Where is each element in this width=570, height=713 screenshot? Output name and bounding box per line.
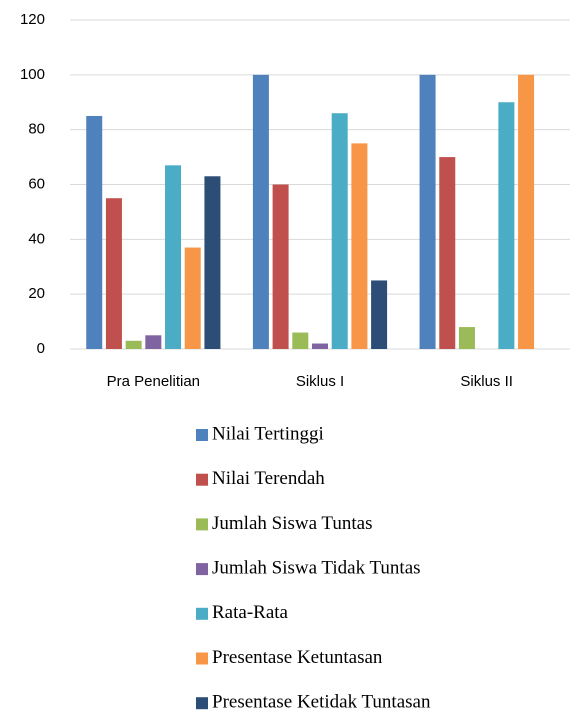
legend-label: Jumlah Siswa Tidak Tuntas [212,557,421,578]
bar [419,74,436,349]
legend-label: Nilai Tertinggi [212,423,324,444]
y-tick-label: 40 [28,230,45,247]
x-tick-label: Siklus II [460,373,513,390]
y-tick-label: 20 [28,285,45,302]
x-tick-label: Siklus I [296,373,344,390]
y-tick-label: 80 [28,121,45,138]
bar [184,247,201,349]
bar [165,165,182,349]
y-tick-label: 0 [37,340,45,357]
legend-label: Presentase Ketidak Tuntasan [212,692,431,713]
legend-label: Rata-Rata [212,602,289,623]
bar [498,102,515,349]
bar [125,340,142,349]
bar [371,280,388,349]
legend-label: Nilai Terendah [212,468,325,489]
bar [458,327,475,349]
y-tick-label: 120 [20,11,45,28]
legend-swatch [196,652,208,665]
legend-label: Presentase Ketuntasan [212,647,383,668]
bar [252,74,269,349]
legend-swatch [196,518,208,531]
legend-swatch [196,697,208,710]
bar [292,332,309,349]
legend-swatch [196,473,208,486]
legend-label: Jumlah Siswa Tuntas [212,513,372,534]
x-tick-label: Pra Penelitian [107,373,200,390]
bar [312,343,328,349]
bar [351,143,368,349]
legend-swatch [196,429,208,441]
bar [145,335,162,349]
legend-swatch [196,607,208,620]
bar [331,113,348,349]
bar [204,176,221,349]
bar [439,157,456,349]
legend-swatch [196,563,208,576]
y-tick-label: 60 [28,175,45,192]
bar [105,198,122,349]
y-tick-label: 100 [20,66,45,83]
bar [518,74,535,349]
bar [86,115,103,349]
bar [272,184,289,349]
